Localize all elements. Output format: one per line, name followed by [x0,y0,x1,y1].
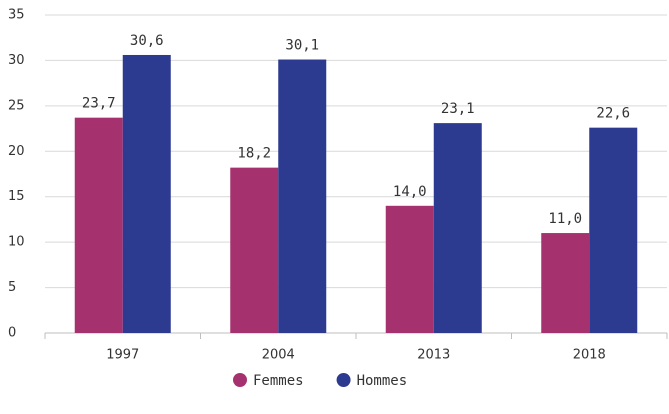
x-tick-label: 1997 [106,348,139,363]
bar [541,233,590,333]
legend-marker [336,373,351,387]
legend-label: Hommes [357,373,408,389]
bar [74,117,123,333]
value-label: 11,0 [548,211,582,227]
value-label: 30,6 [130,33,164,49]
legend-marker [233,373,247,387]
bar [589,127,638,333]
y-tick-label: 5 [8,280,16,295]
x-tick-label: 2018 [573,348,606,363]
y-tick-label: 25 [8,98,25,113]
value-label: 30,1 [285,38,319,54]
legend-label: Femmes [253,373,304,389]
value-label: 14,0 [393,184,427,200]
bar [122,54,171,333]
bar [433,123,482,334]
x-tick-label: 2004 [262,348,295,363]
y-tick-label: 35 [8,8,25,23]
y-tick-label: 0 [8,326,16,341]
value-label: 23,7 [82,96,116,112]
y-tick-label: 10 [8,235,25,250]
value-label: 23,1 [441,101,475,117]
value-label: 18,2 [237,146,271,162]
y-tick-label: 15 [8,189,25,204]
bar [278,59,327,334]
bar [385,205,434,333]
y-tick-label: 30 [8,53,25,68]
value-label: 22,6 [596,106,630,122]
y-tick-label: 20 [8,144,25,159]
x-tick-label: 2013 [417,348,450,363]
bar [230,167,279,333]
